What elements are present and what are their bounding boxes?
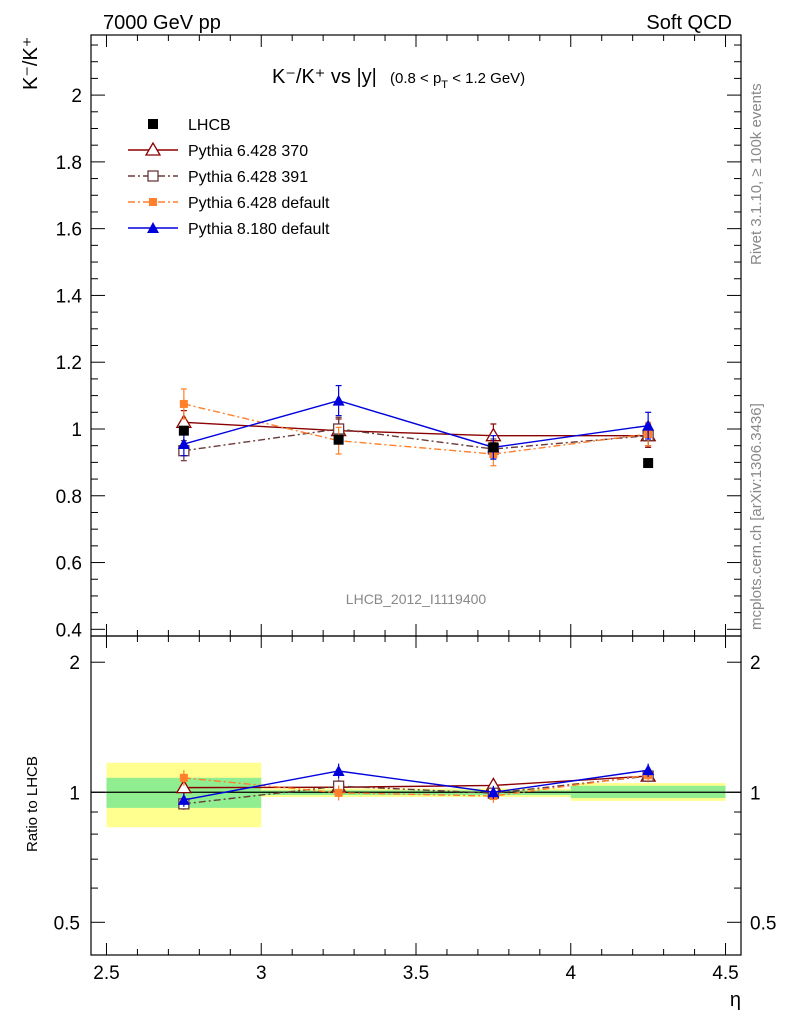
legend-marker-py6def (149, 198, 157, 206)
x-tick-label: 3.5 (403, 963, 429, 984)
legend-label-py391: Pythia 6.428 391 (188, 169, 308, 186)
y-tick-label: 1.4 (56, 286, 83, 307)
x-axis-label: η (730, 989, 741, 1011)
ratio-point-py8def (177, 793, 190, 805)
y-tick-label: 1.6 (56, 220, 82, 241)
legend-marker-lhcb (148, 119, 158, 129)
ratio-point-py8def (642, 764, 655, 776)
ratio-y-tick-label-right: 0.5 (750, 913, 776, 934)
rivet-label: Rivet 3.1.10, ≥ 100k events (748, 83, 765, 265)
ratio-point-py6def (334, 788, 343, 797)
legend-label-py370: Pythia 6.428 370 (188, 143, 308, 160)
mcplots-label: mcplots.cern.ch [arXiv:1306.3436] (748, 403, 765, 630)
x-tick-label: 3 (256, 963, 267, 984)
ratio-y-tick-label: 0.5 (54, 913, 80, 934)
header-left: 7000 GeV pp (103, 12, 221, 34)
point-py8def (177, 438, 190, 450)
x-tick-label: 4.5 (712, 963, 738, 984)
point-py8def (332, 394, 345, 406)
point-lhcb (333, 434, 344, 445)
ratio-ylabel: Ratio to LHCB (24, 756, 41, 852)
ratio-point-py6def (179, 773, 188, 782)
ratio-y-tick-label-right: 1 (750, 783, 761, 804)
ratio-plot: 2.5 3 3.5 4 4.5 0.5 0.5 1 1 2 2 (54, 635, 776, 984)
y-tick-label: 0.4 (56, 620, 83, 641)
legend: LHCB Pythia 6.428 370 Pythia 6.428 391 Pyth… (128, 117, 330, 238)
ratio-line-py391 (183, 775, 649, 805)
y-tick-label: 2 (71, 86, 82, 107)
legend-label-py8def: Pythia 8.180 default (188, 221, 330, 238)
main-plot: 0.4 0.6 0.8 1 1.2 1.4 1.6 1.8 2 (56, 34, 742, 955)
y-tick-label: 0.8 (56, 487, 82, 508)
main-title: K⁻/K⁺ vs |y| (272, 66, 377, 88)
point-lhcb (488, 442, 499, 453)
series-line-py6def (183, 403, 649, 455)
analysis-watermark: LHCB_2012_I1119400 (346, 591, 487, 607)
point-lhcb (643, 458, 654, 469)
main-title-cut: (0.8 < pT < 1.2 GeV) (390, 70, 525, 91)
legend-marker-py8def (147, 222, 159, 233)
legend-label-lhcb: LHCB (188, 117, 231, 134)
legend-marker-py391 (147, 170, 159, 182)
ratio-point-py8def (487, 786, 500, 798)
ratio-y-tick-label-right: 2 (750, 653, 761, 674)
ratio-point-py370 (175, 779, 192, 794)
legend-label-py6def: Pythia 6.428 default (188, 195, 330, 212)
x-tick-label: 2.5 (93, 963, 119, 984)
ratio-frame (90, 635, 742, 956)
y-tick-label: 0.6 (56, 554, 82, 575)
point-lhcb (178, 425, 189, 436)
header-right: Soft QCD (646, 12, 732, 34)
legend-marker-py370 (144, 141, 162, 156)
series-line-py391 (183, 428, 649, 452)
point-py6def (179, 399, 188, 408)
ratio-y-tick-label: 2 (69, 653, 80, 674)
x-tick-label: 4 (565, 963, 576, 984)
ratio-y-tick-label: 1 (69, 783, 80, 804)
series-line-py8def (183, 399, 649, 449)
series-line-py370 (183, 421, 649, 437)
main-ylabel: K⁻/K⁺ (20, 37, 42, 90)
y-tick-label: 1.2 (56, 353, 82, 374)
ratio-point-py8def (332, 764, 345, 776)
y-tick-label: 1 (71, 420, 82, 441)
ratio-line-py8def (183, 769, 649, 801)
y-tick-label: 1.8 (56, 153, 82, 174)
point-py8def (642, 419, 655, 431)
